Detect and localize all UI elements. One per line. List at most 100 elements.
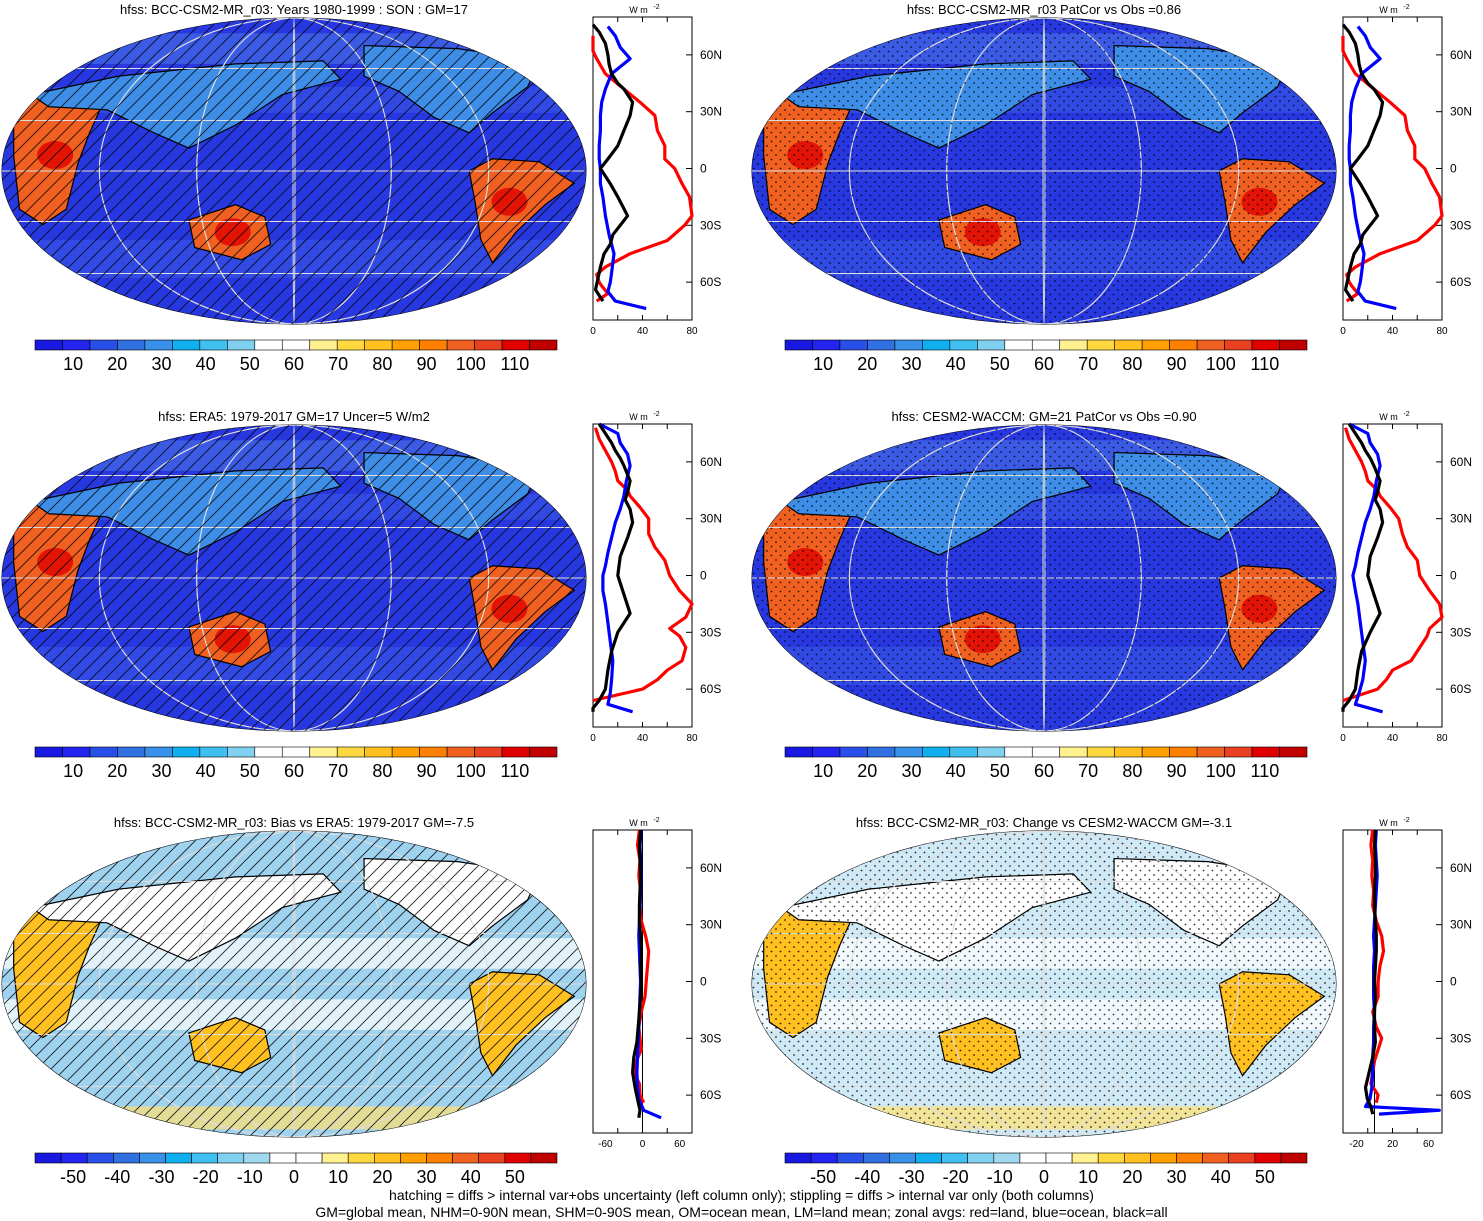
- colorbar-label: 0: [1039, 1167, 1049, 1187]
- zonal-series-ocean: [598, 422, 634, 714]
- footer-line-2: GM=global mean, NHM=0-90N mean, SHM=0-90…: [315, 1204, 1168, 1220]
- colorbar-label: 90: [417, 354, 437, 374]
- zonal-y-tick-label: 30S: [700, 218, 721, 232]
- colorbar-swatch: [1059, 746, 1088, 758]
- zonal-y-tick-label: 60S: [1450, 682, 1471, 696]
- colorbar-swatch: [836, 1152, 864, 1164]
- colorbar-swatch: [1251, 746, 1280, 758]
- colorbar-swatch: [1176, 1152, 1203, 1164]
- colorbar-swatch: [1279, 339, 1308, 351]
- stippling-overlay: [752, 831, 1336, 1137]
- zonal-frame: [1342, 423, 1443, 728]
- zonal-y-tick-label: 0: [700, 569, 707, 583]
- colorbar-swatch: [295, 1152, 323, 1164]
- colorbar-swatch: [281, 339, 311, 351]
- zonal-unit-exponent: -2: [1403, 817, 1409, 824]
- zonal-unit-exponent: -2: [1403, 4, 1409, 11]
- zonal-unit-exponent: -2: [653, 4, 659, 11]
- zonal-x-tick-label: -60: [598, 1139, 613, 1150]
- colorbar-swatch: [993, 1152, 1021, 1164]
- colorbar-swatch: [529, 339, 558, 351]
- colorbar-swatch: [894, 746, 923, 758]
- zonal-y-tick-label: 60N: [1450, 455, 1472, 469]
- zonal-unit-label: W m: [629, 818, 648, 828]
- zonal-unit-label: W m: [629, 5, 648, 15]
- zonal-series-all: [591, 23, 635, 302]
- panel-title: hfss: BCC-CSM2-MR_r03: Change vs CESM2-W…: [856, 815, 1232, 830]
- colorbar-swatch: [364, 339, 393, 351]
- colorbar-label: 40: [946, 354, 966, 374]
- colorbar-label: 30: [151, 761, 171, 781]
- colorbar-swatch: [949, 746, 978, 758]
- colorbar-label: -50: [810, 1167, 836, 1187]
- colorbar-swatch: [474, 339, 503, 351]
- colorbar-swatch: [199, 339, 228, 351]
- colorbar-swatch: [839, 339, 868, 351]
- colorbar-label: 110: [501, 761, 530, 781]
- colorbar-label: 90: [417, 761, 437, 781]
- colorbar-swatch: [1169, 746, 1198, 758]
- zonal-unit-exponent: -2: [653, 817, 659, 824]
- colorbar-label: 40: [461, 1167, 481, 1187]
- colorbar-swatch: [1031, 746, 1061, 758]
- zonal-y-tick-label: 60S: [1450, 275, 1471, 289]
- zonal-x-tick-label: -20: [1349, 1139, 1364, 1150]
- colorbar-swatch: [784, 746, 813, 758]
- colorbar-label: -50: [60, 1167, 86, 1187]
- colorbar-label: 10: [1078, 1167, 1098, 1187]
- colorbar-swatch: [1202, 1152, 1230, 1164]
- colorbar-swatch: [478, 1152, 506, 1164]
- colorbar-label: 50: [240, 354, 260, 374]
- colorbar-label: 10: [813, 354, 833, 374]
- colorbar-swatch: [1004, 746, 1033, 758]
- zonal-y-tick-label: 30N: [1450, 512, 1472, 526]
- colorbar-label: 30: [901, 761, 921, 781]
- colorbar-swatch: [117, 339, 146, 351]
- colorbar-swatch: [1279, 746, 1308, 758]
- zonal-unit-exponent: -2: [653, 411, 659, 418]
- colorbar-swatch: [1251, 339, 1280, 351]
- colorbar-swatch: [812, 339, 841, 351]
- panel-1: hfss: BCC-CSM2-MR_r03: Years 1980-1999 :…: [1, 2, 722, 374]
- zonal-mean-plot: W m -2 0 40 80 60N 30N 0 30S 60S: [590, 411, 722, 744]
- colorbar-label: 110: [1251, 761, 1280, 781]
- colorbar-swatch: [347, 1152, 375, 1164]
- zonal-x-tick-label: 0: [1340, 733, 1346, 744]
- colorbar-swatch: [967, 1152, 995, 1164]
- colorbar-swatch: [309, 339, 338, 351]
- zonal-series-ocean: [1348, 422, 1384, 714]
- colorbar-swatch: [1196, 746, 1225, 758]
- colorbar-label: 110: [501, 354, 530, 374]
- colorbar-label: 80: [1122, 761, 1142, 781]
- colorbar-label: 10: [63, 354, 83, 374]
- zonal-series-ocean: [1347, 25, 1397, 311]
- colorbar-label: -20: [943, 1167, 969, 1187]
- colorbar-swatch: [34, 746, 63, 758]
- colorbar-label: 20: [372, 1167, 392, 1187]
- colorbar-swatch: [364, 746, 393, 758]
- colorbar-label: 100: [1206, 354, 1236, 374]
- zonal-x-tick-label: 80: [686, 733, 698, 744]
- colorbar-swatch: [419, 746, 448, 758]
- colorbar-swatch: [321, 1152, 349, 1164]
- colorbar-swatch: [1071, 1152, 1099, 1164]
- colorbar-swatch: [419, 339, 448, 351]
- colorbar-swatch: [400, 1152, 427, 1164]
- colorbar-label: 70: [328, 761, 348, 781]
- zonal-y-tick-label: 30S: [1450, 625, 1471, 639]
- zonal-unit-exponent: -2: [1403, 411, 1409, 418]
- colorbar-swatch: [1280, 1152, 1308, 1164]
- colorbar-label: 60: [1034, 761, 1054, 781]
- colorbar-swatch: [894, 339, 923, 351]
- zonal-x-tick-label: 40: [1387, 733, 1399, 744]
- colorbar-swatch: [1150, 1152, 1177, 1164]
- colorbar-label: 90: [1167, 761, 1187, 781]
- colorbar-swatch: [62, 339, 91, 351]
- colorbar-swatch: [1141, 339, 1170, 351]
- colorbar-swatch: [1224, 746, 1253, 758]
- colorbar-label: 20: [1122, 1167, 1142, 1187]
- colorbar-label: 100: [456, 354, 486, 374]
- colorbar-swatch: [1169, 339, 1198, 351]
- colorbar-swatch: [1059, 339, 1088, 351]
- zonal-frame: [1342, 829, 1443, 1134]
